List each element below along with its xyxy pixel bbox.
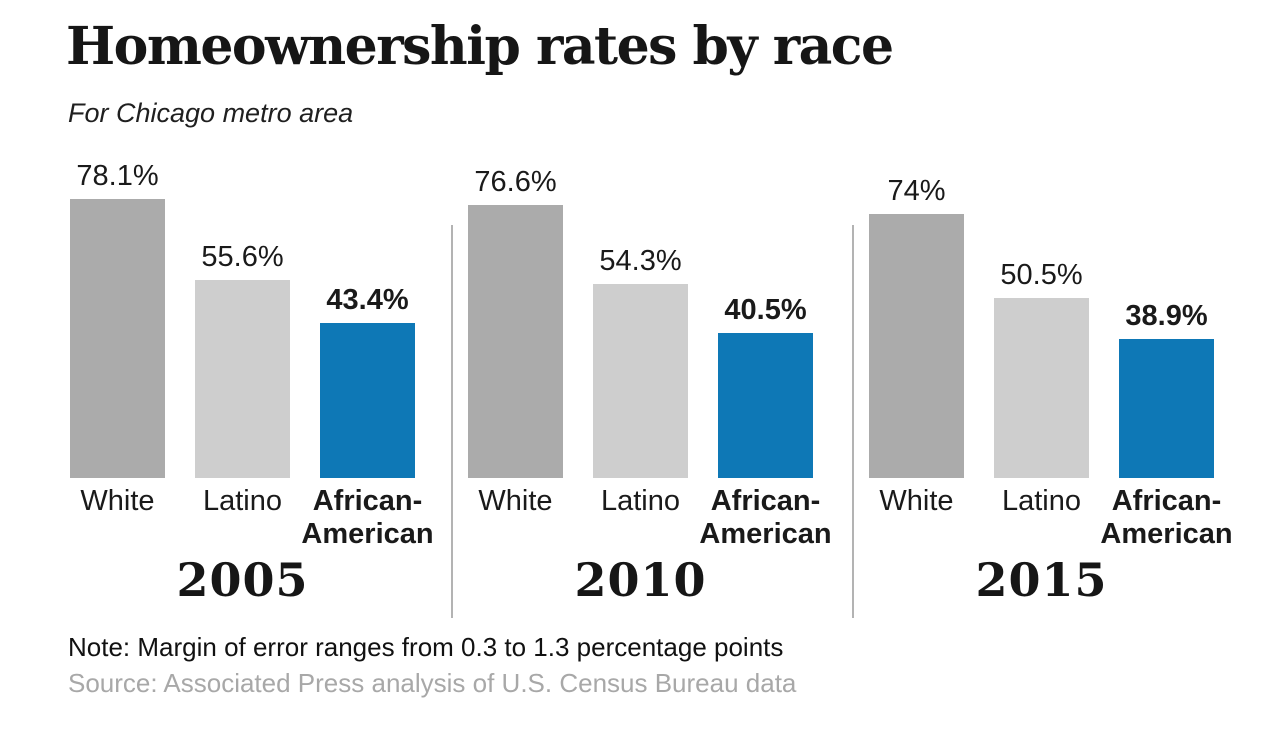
chart-subtitle: For Chicago metro area: [68, 98, 354, 128]
labels-row: White Latino African- American: [70, 485, 433, 551]
category-cell: Latino: [994, 485, 1089, 551]
category-label: Latino: [1001, 485, 1081, 517]
bars-row: 76.6% 54.3% 40.5%: [468, 159, 813, 478]
bar: [70, 199, 165, 478]
bar-cell: 50.5%: [994, 258, 1089, 478]
value-label: 50.5%: [1000, 259, 1083, 291]
bar: [593, 284, 688, 478]
year-group-2010: 76.6% 54.3% 40.5% White Latino African- Amer…: [468, 159, 832, 607]
value-label: 78.1%: [76, 160, 159, 192]
bar-cell: 40.5%: [718, 293, 813, 478]
bar-cell: 78.1%: [70, 159, 165, 478]
category-cell: African- American: [1100, 485, 1232, 551]
category-label: African- American: [1100, 485, 1233, 550]
year-label: 2010: [574, 553, 707, 607]
category-cell: White: [869, 485, 964, 551]
category-label: African- American: [301, 485, 434, 550]
category-cell: Latino: [195, 485, 290, 551]
category-cell: White: [468, 485, 563, 551]
bar: [994, 298, 1089, 478]
category-cell: Latino: [593, 485, 688, 551]
bar-cell: 38.9%: [1119, 299, 1214, 478]
chart-title: Homeownership rates by race: [66, 16, 894, 77]
value-label: 55.6%: [201, 241, 284, 273]
bar: [718, 333, 813, 478]
category-label: Latino: [600, 485, 680, 517]
bars-row: 74% 50.5% 38.9%: [869, 159, 1214, 478]
value-label: 38.9%: [1125, 300, 1208, 332]
bars-row: 78.1% 55.6% 43.4%: [70, 159, 415, 478]
year-label: 2015: [975, 553, 1108, 607]
bar: [869, 214, 964, 478]
year-group-2005: 78.1% 55.6% 43.4% White Latino African- Amer…: [70, 159, 434, 607]
category-label: African- American: [699, 485, 832, 550]
value-label: 43.4%: [326, 284, 409, 316]
group-divider-line: [451, 225, 453, 618]
category-cell: African- American: [301, 485, 433, 551]
year-group-2015: 74% 50.5% 38.9% White Latino African- Americ…: [869, 159, 1233, 607]
bar-cell: 55.6%: [195, 240, 290, 478]
value-label: 76.6%: [474, 166, 557, 198]
value-label: 40.5%: [724, 294, 807, 326]
source-text: Source: Associated Press analysis of U.S…: [68, 668, 797, 698]
bar: [320, 323, 415, 478]
value-label: 54.3%: [599, 245, 682, 277]
category-label: White: [879, 485, 954, 517]
category-label: White: [80, 485, 155, 517]
bar: [468, 205, 563, 478]
category-label: Latino: [202, 485, 282, 517]
bar-cell: 43.4%: [320, 283, 415, 478]
bar: [1119, 339, 1214, 478]
value-label: 74%: [887, 175, 946, 207]
labels-row: White Latino African- American: [468, 485, 831, 551]
category-label: White: [478, 485, 553, 517]
year-label: 2005: [176, 553, 309, 607]
note-text: Note: Margin of error ranges from 0.3 to…: [68, 632, 784, 662]
bar-cell: 76.6%: [468, 165, 563, 478]
group-divider-line: [852, 225, 854, 618]
labels-row: White Latino African- American: [869, 485, 1232, 551]
bar-cell: 74%: [869, 174, 964, 478]
category-cell: White: [70, 485, 165, 551]
category-cell: African- American: [699, 485, 831, 551]
bar: [195, 280, 290, 478]
bar-cell: 54.3%: [593, 244, 688, 478]
